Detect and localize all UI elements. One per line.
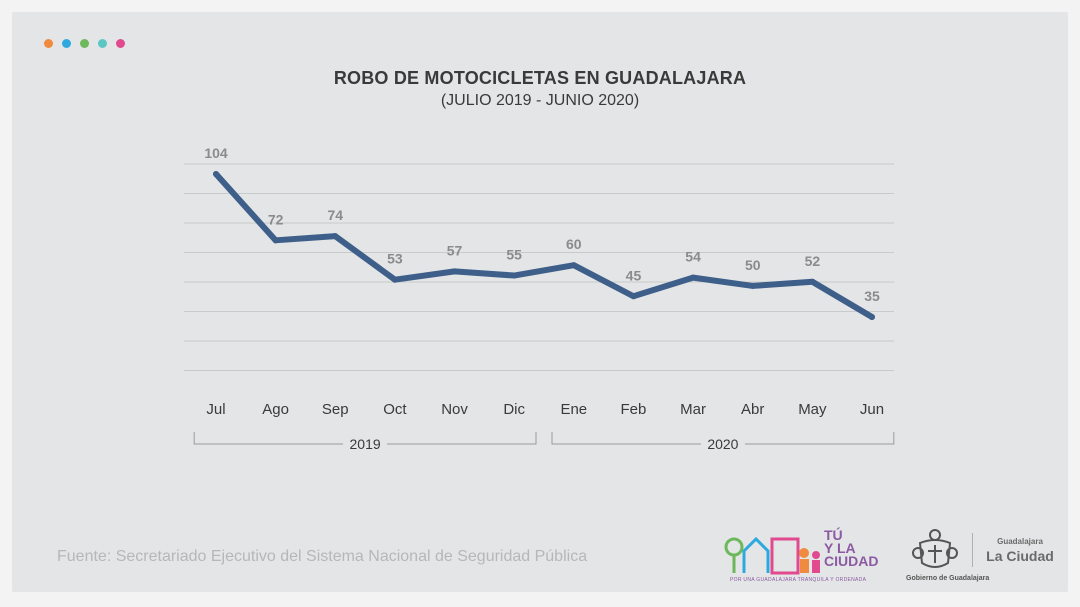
x-tick-label: Abr	[741, 401, 764, 418]
data-label: 53	[387, 251, 403, 267]
guadalajara-seal-icon	[912, 529, 958, 568]
dot-orange	[44, 39, 53, 48]
data-point	[332, 233, 339, 240]
tu-y-la-ciudad-logo	[724, 536, 820, 575]
data-point	[749, 282, 756, 289]
data-label: 74	[327, 207, 343, 223]
data-point	[869, 314, 875, 320]
series-line	[213, 171, 875, 320]
source-note: Fuente: Secretariado Ejecutivo del Siste…	[57, 548, 588, 565]
chart-subtitle: (JULIO 2019 - JUNIO 2020)	[440, 92, 640, 109]
data-label: 54	[685, 249, 701, 265]
data-point	[391, 276, 398, 283]
slide-panel: ROBO DE MOTOCICLETAS EN GUADALAJARA (JUL…	[12, 12, 1068, 592]
data-label: 52	[805, 253, 821, 269]
data-label: 50	[745, 257, 761, 273]
data-point	[451, 268, 458, 275]
data-point	[630, 293, 637, 300]
data-label: 45	[626, 267, 642, 283]
data-point	[809, 278, 816, 285]
data-label: 35	[864, 288, 880, 304]
data-label: 72	[268, 211, 284, 227]
x-tick-label: Sep	[322, 401, 349, 418]
year-bracket-left	[551, 432, 701, 445]
gobierno-label: Gobierno de Guadalajara	[906, 575, 990, 582]
dot-teal	[98, 39, 107, 48]
x-tick-label: Feb	[621, 401, 647, 418]
chart-title: ROBO DE MOTOCICLETAS EN GUADALAJARA	[333, 68, 747, 88]
data-label: 57	[447, 242, 463, 258]
dot-pink	[116, 39, 125, 48]
x-tick-label: May	[798, 401, 827, 418]
data-label: 55	[506, 247, 522, 263]
data-label: 60	[566, 236, 582, 252]
tu-y-la-ciudad-wordmark: TÚ Y LA CIUDAD	[824, 527, 879, 569]
logo-divider	[972, 533, 973, 567]
data-point	[570, 262, 577, 269]
data-point	[511, 272, 518, 279]
x-tick-label: Oct	[383, 401, 407, 418]
x-tick-label: Jul	[206, 401, 225, 418]
x-tick-label: Mar	[680, 401, 706, 418]
year-bracket-right	[744, 432, 895, 445]
decorative-dots	[44, 39, 125, 48]
data-point	[213, 171, 219, 177]
x-tick-label: Ago	[262, 401, 289, 418]
x-tick-label: Nov	[441, 401, 468, 418]
x-tick-label: Jun	[860, 401, 884, 418]
dot-green	[80, 39, 89, 48]
year-bracket-left	[193, 432, 344, 445]
x-tick-label: Dic	[503, 401, 525, 418]
data-point	[272, 237, 279, 244]
year-group-label: 2019	[350, 436, 381, 452]
la-ciudad-label: La Ciudad	[986, 548, 1054, 564]
x-tick-label: Ene	[560, 401, 587, 418]
data-label: 104	[204, 145, 228, 161]
guadalajara-small-label: Guadalajara	[997, 537, 1043, 546]
line-chart: 104 72 74 53 57 55 60 45 54 50 52 35 Jul Ago Sep Oct Nov…	[184, 145, 895, 452]
tu-y-la-ciudad-tagline: POR UNA GUADALAJARA TRANQUILA Y ORDENADA	[730, 577, 867, 583]
dot-blue	[62, 39, 71, 48]
data-point	[690, 274, 697, 281]
year-bracket-right	[387, 432, 537, 445]
logos-area: TÚ Y LA CIUDAD POR UNA GUADALAJARA TRANQ…	[724, 517, 1064, 587]
year-group-label: 2020	[707, 436, 738, 452]
